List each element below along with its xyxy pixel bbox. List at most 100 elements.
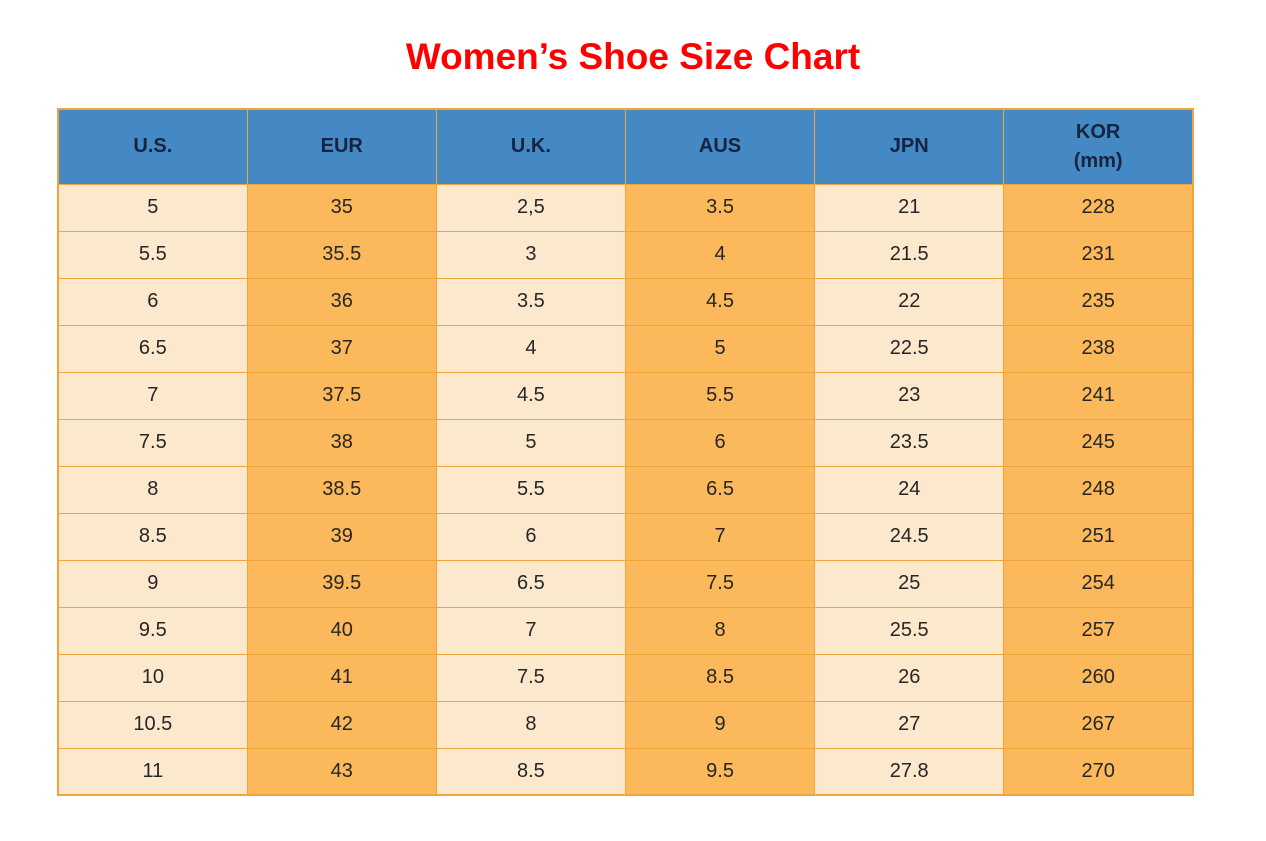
table-row: 10.5 42 8 9 27 267	[57, 700, 1194, 749]
table-cell: 35	[246, 183, 437, 232]
table-cell: 26	[814, 653, 1005, 702]
table-cell: 5.5	[624, 371, 816, 420]
table-cell: 27.8	[814, 747, 1005, 796]
column-header-label: AUS	[698, 135, 742, 158]
table-row: 7 37.5 4.5 5.5 23 241	[57, 371, 1194, 420]
table-row: 8 38.5 5.5 6.5 24 248	[57, 465, 1194, 514]
table-cell: 3.5	[435, 277, 626, 326]
table-cell: 8.5	[57, 512, 248, 561]
table-cell: 2,5	[435, 183, 626, 232]
column-header-label: EUR	[320, 135, 363, 158]
table-cell: 8	[435, 700, 626, 749]
table-cell: 42	[246, 700, 437, 749]
table-cell: 21	[814, 183, 1005, 232]
shoe-size-table: U.S. EUR U.K. AUS JPN	[57, 108, 1194, 796]
table-row: 9 39.5 6.5 7.5 25 254	[57, 559, 1194, 608]
table-cell: 7.5	[57, 418, 248, 467]
table-cell: 9	[624, 700, 816, 749]
table-cell: 38	[246, 418, 437, 467]
table-cell: 24.5	[814, 512, 1005, 561]
table-cell: 40	[246, 606, 437, 655]
table-cell: 23	[814, 371, 1005, 420]
table-cell: 8.5	[435, 747, 626, 796]
column-header-jpn: JPN	[814, 108, 1005, 185]
column-header-label: KOR	[1075, 120, 1121, 143]
table-cell: 24	[814, 465, 1005, 514]
table-cell: 36	[246, 277, 437, 326]
table-cell: 10	[57, 653, 248, 702]
table-cell: 267	[1003, 700, 1194, 749]
table-cell: 3	[435, 230, 626, 279]
table-cell: 4.5	[624, 277, 816, 326]
table-cell: 6	[624, 418, 816, 467]
table-cell: 8.5	[624, 653, 816, 702]
column-header-aus: AUS	[624, 108, 816, 185]
table-cell: 7	[624, 512, 816, 561]
table-cell: 4	[624, 230, 816, 279]
table-cell: 27	[814, 700, 1005, 749]
table-cell: 25.5	[814, 606, 1005, 655]
table-cell: 260	[1003, 653, 1194, 702]
column-header-us: U.S.	[57, 108, 248, 185]
table-cell: 6	[57, 277, 248, 326]
table-cell: 23.5	[814, 418, 1005, 467]
table-body: 5 35 2,5 3.5 21 228 5.5 35.5 3 4 21.5 231 6 36 3.5 4.5 2…	[57, 183, 1194, 796]
column-header-eur: EUR	[246, 108, 437, 185]
table-cell: 39	[246, 512, 437, 561]
table-cell: 4	[435, 324, 626, 373]
table-cell: 228	[1003, 183, 1194, 232]
table-cell: 7.5	[435, 653, 626, 702]
table-cell: 35.5	[246, 230, 437, 279]
table-row: 5.5 35.5 3 4 21.5 231	[57, 230, 1194, 279]
table-row: 5 35 2,5 3.5 21 228	[57, 183, 1194, 232]
table-row: 6 36 3.5 4.5 22 235	[57, 277, 1194, 326]
table-cell: 6.5	[57, 324, 248, 373]
table-cell: 245	[1003, 418, 1194, 467]
table-cell: 7	[435, 606, 626, 655]
table-cell: 5	[435, 418, 626, 467]
table-cell: 38.5	[246, 465, 437, 514]
page-title: Women’s Shoe Size Chart	[405, 36, 861, 77]
table-cell: 6	[435, 512, 626, 561]
table-cell: 7.5	[624, 559, 816, 608]
table-cell: 9.5	[57, 606, 248, 655]
table-cell: 5.5	[435, 465, 626, 514]
table-row: 7.5 38 5 6 23.5 245	[57, 418, 1194, 467]
table-cell: 5	[624, 324, 816, 373]
table-cell: 41	[246, 653, 437, 702]
table-header-row: U.S. EUR U.K. AUS JPN	[57, 108, 1194, 185]
table-cell: 10.5	[57, 700, 248, 749]
table-cell: 8	[624, 606, 816, 655]
table-cell: 37	[246, 324, 437, 373]
table-row: 6.5 37 4 5 22.5 238	[57, 324, 1194, 373]
column-header-label: JPN	[889, 135, 929, 158]
table-cell: 39.5	[246, 559, 437, 608]
table-cell: 238	[1003, 324, 1194, 373]
table-cell: 5	[57, 183, 248, 232]
table-cell: 8	[57, 465, 248, 514]
table-cell: 7	[57, 371, 248, 420]
table-cell: 43	[246, 747, 437, 796]
table-cell: 37.5	[246, 371, 437, 420]
column-header-kor-mm: KOR (mm)	[1003, 108, 1194, 185]
table-row: 10 41 7.5 8.5 26 260	[57, 653, 1194, 702]
table-cell: 9.5	[624, 747, 816, 796]
table-cell: 25	[814, 559, 1005, 608]
table-cell: 254	[1003, 559, 1194, 608]
column-header-label: U.K.	[510, 135, 551, 158]
table-cell: 6.5	[435, 559, 626, 608]
table-cell: 9	[57, 559, 248, 608]
table-cell: 4.5	[435, 371, 626, 420]
table-cell: 270	[1003, 747, 1194, 796]
table-cell: 231	[1003, 230, 1194, 279]
table-header: U.S. EUR U.K. AUS JPN	[57, 108, 1194, 185]
table-row: 9.5 40 7 8 25.5 257	[57, 606, 1194, 655]
table-cell: 22	[814, 277, 1005, 326]
table-cell: 248	[1003, 465, 1194, 514]
column-header-label: U.S.	[133, 135, 173, 158]
table-cell: 11	[57, 747, 248, 796]
table-row: 8.5 39 6 7 24.5 251	[57, 512, 1194, 561]
table-cell: 6.5	[624, 465, 816, 514]
table-cell: 5.5	[57, 230, 248, 279]
